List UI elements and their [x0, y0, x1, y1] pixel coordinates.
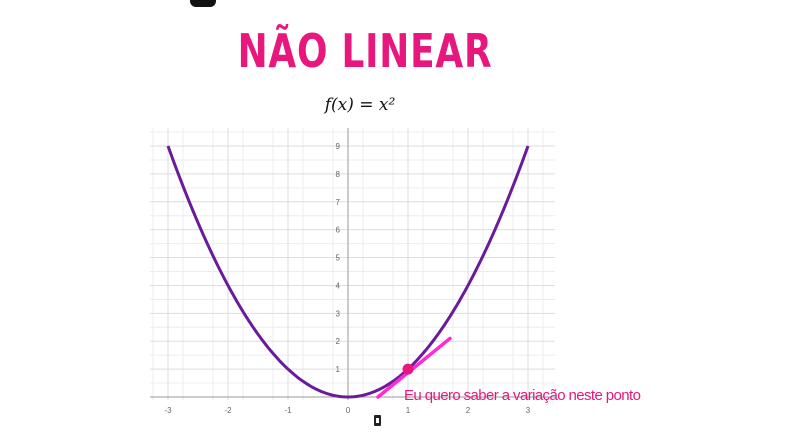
- y-tick-label: 8: [336, 170, 341, 179]
- x-tick-label: 0: [346, 406, 351, 415]
- chart-series: [166, 145, 530, 399]
- y-tick-label: 6: [336, 226, 341, 235]
- x-tick-label: -3: [164, 406, 172, 415]
- x-tick-label: -1: [284, 406, 292, 415]
- cropped-top-element: [190, 0, 216, 7]
- chart-tick-labels: -3 -2 -1 0 1 2 3 1 2 3 4 5 6 7 8 9: [164, 142, 530, 415]
- chart-marks: Eu quero saber a variação neste ponto: [376, 336, 641, 404]
- tangent-line: [376, 336, 452, 399]
- annotation-text: Eu quero saber a variação neste ponto: [404, 387, 641, 404]
- function-formula: f(x) = x²: [324, 95, 396, 115]
- x-tick-label: -2: [224, 406, 232, 415]
- y-tick-label: 3: [336, 309, 341, 318]
- y-tick-label: 4: [336, 281, 341, 290]
- y-tick-label: 7: [336, 198, 341, 207]
- slide-title: NÃO LINEAR: [237, 24, 493, 78]
- y-tick-label: 1: [336, 365, 341, 374]
- cursor-icon: [374, 415, 381, 426]
- x-tick-label: 2: [466, 406, 471, 415]
- y-tick-label: 9: [336, 142, 341, 151]
- chart-grid: [150, 128, 555, 400]
- x-tick-label: 1: [406, 406, 411, 415]
- y-tick-label: 2: [336, 337, 341, 346]
- y-tick-label: 5: [336, 254, 341, 263]
- x-tick-label: 3: [526, 406, 531, 415]
- highlight-point: [402, 363, 414, 375]
- parabola-curve: [166, 145, 530, 399]
